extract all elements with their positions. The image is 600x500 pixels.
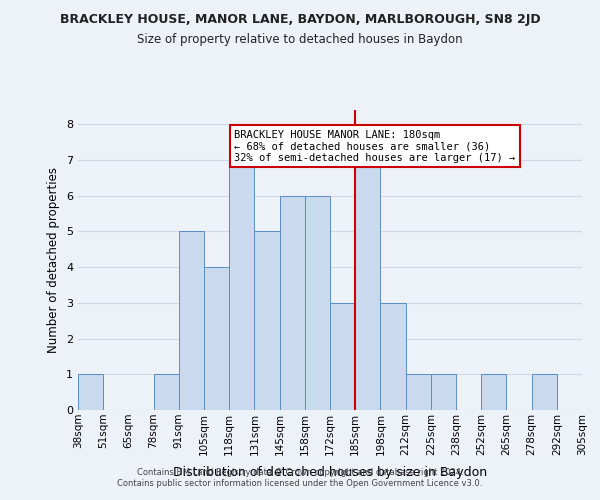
Bar: [179, 232, 204, 410]
Bar: [254, 232, 280, 410]
Bar: [355, 160, 380, 410]
Bar: [78, 374, 103, 410]
Bar: [431, 374, 456, 410]
Bar: [204, 267, 229, 410]
Bar: [532, 374, 557, 410]
Text: Contains HM Land Registry data © Crown copyright and database right 2024.
Contai: Contains HM Land Registry data © Crown c…: [118, 468, 482, 487]
Bar: [154, 374, 179, 410]
Bar: [330, 303, 355, 410]
Text: Size of property relative to detached houses in Baydon: Size of property relative to detached ho…: [137, 32, 463, 46]
Bar: [406, 374, 431, 410]
X-axis label: Distribution of detached houses by size in Baydon: Distribution of detached houses by size …: [173, 466, 487, 479]
Text: BRACKLEY HOUSE, MANOR LANE, BAYDON, MARLBOROUGH, SN8 2JD: BRACKLEY HOUSE, MANOR LANE, BAYDON, MARL…: [59, 12, 541, 26]
Bar: [305, 196, 330, 410]
Bar: [280, 196, 305, 410]
Bar: [229, 160, 254, 410]
Y-axis label: Number of detached properties: Number of detached properties: [47, 167, 61, 353]
Bar: [380, 303, 406, 410]
Text: BRACKLEY HOUSE MANOR LANE: 180sqm
← 68% of detached houses are smaller (36)
32% : BRACKLEY HOUSE MANOR LANE: 180sqm ← 68% …: [234, 130, 515, 163]
Bar: [481, 374, 506, 410]
